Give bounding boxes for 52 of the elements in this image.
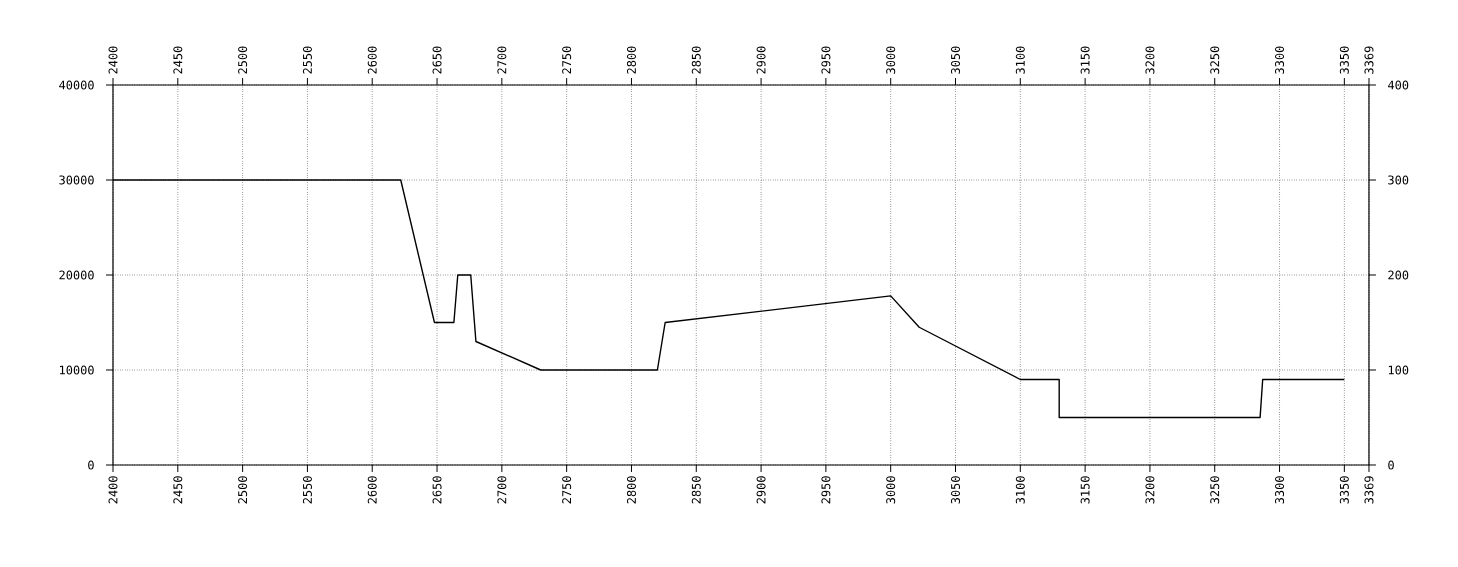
x2-tick-label: 3200 [1145, 476, 1155, 504]
y-tick-label: 30000 [59, 175, 94, 185]
x2-tick-label: 2450 [173, 476, 183, 504]
y-tick-label: 40000 [59, 80, 94, 90]
x-tick-label: 3369 [1364, 46, 1374, 74]
y-tick-label: 10000 [59, 365, 94, 375]
x2-tick-label: 3369 [1364, 476, 1374, 504]
y2-tick-label: 400 [1388, 80, 1409, 90]
y2-tick-label: 300 [1388, 175, 1409, 185]
x-tick-label: 2750 [562, 46, 572, 74]
x-tick-label: 2900 [756, 46, 766, 74]
x-tick-label: 3050 [950, 46, 961, 74]
x2-tick-label: 2750 [562, 476, 572, 504]
y2-tick-label: 0 [1388, 460, 1394, 470]
x2-tick-label: 2700 [497, 476, 507, 504]
x-tick-label: 2650 [432, 46, 442, 74]
x2-tick-label: 2650 [432, 476, 442, 504]
x-tick-label: 2600 [367, 46, 377, 74]
x2-tick-label: 2800 [626, 476, 636, 504]
x2-tick-label: 2500 [238, 476, 248, 504]
x2-tick-label: 3300 [1275, 476, 1285, 504]
x2-tick-label: 2400 [108, 476, 118, 504]
x-tick-label: 2450 [173, 46, 183, 74]
x2-tick-label: 2950 [821, 476, 831, 504]
y-tick-label: 20000 [59, 270, 94, 280]
x-tick-label: 3250 [1210, 46, 1220, 74]
x-tick-label: 3350 [1339, 46, 1349, 74]
x2-tick-label: 3150 [1080, 476, 1090, 504]
y2-tick-label: 200 [1388, 270, 1409, 280]
y2-tick-label: 100 [1388, 365, 1409, 375]
x2-tick-label: 2850 [691, 476, 701, 504]
x2-tick-label: 3350 [1339, 476, 1349, 504]
x2-tick-label: 3250 [1210, 476, 1220, 504]
x2-tick-label: 2550 [302, 476, 312, 504]
x-tick-label: 3200 [1145, 46, 1155, 74]
x-tick-label: 2500 [238, 46, 248, 74]
x-tick-label: 3150 [1080, 46, 1090, 74]
x-tick-label: 2550 [302, 46, 312, 74]
x2-tick-label: 2600 [367, 476, 377, 504]
x-tick-label: 3300 [1275, 46, 1285, 74]
x-tick-label: 2950 [821, 46, 831, 74]
x-tick-label: 2800 [626, 46, 636, 74]
x2-tick-label: 3100 [1015, 476, 1025, 504]
x2-tick-label: 3050 [950, 476, 961, 504]
x-tick-label: 2400 [108, 46, 118, 74]
x-tick-label: 3100 [1015, 46, 1025, 74]
x2-tick-label: 3000 [886, 476, 896, 504]
x-tick-label: 2700 [497, 46, 507, 74]
y-tick-label: 0 [88, 460, 94, 470]
x-tick-label: 2850 [691, 46, 701, 74]
x2-tick-label: 2900 [756, 476, 766, 504]
x-tick-label: 3000 [886, 46, 896, 74]
